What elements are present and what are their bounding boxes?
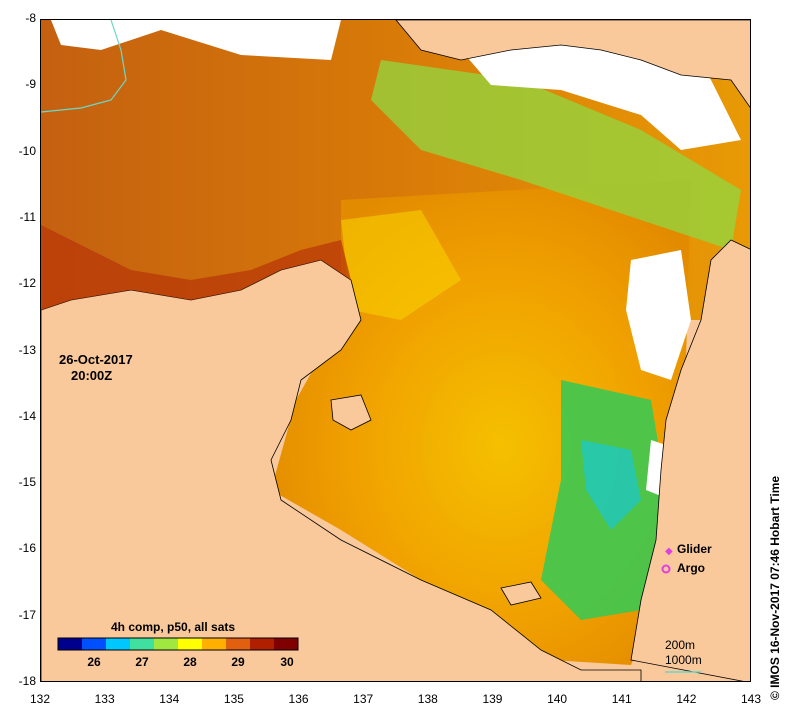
contour-label-200m: 200m bbox=[665, 638, 696, 652]
x-tick-label: 137 bbox=[353, 692, 374, 706]
west-yellow-band bbox=[341, 210, 461, 320]
glider-label: Glider bbox=[677, 542, 712, 556]
glider-marker: ◆ bbox=[665, 546, 673, 557]
cloud-patch-e bbox=[626, 250, 691, 380]
new-guinea-land bbox=[395, 20, 750, 108]
y-tick-label: -15 bbox=[18, 475, 36, 490]
x-tick-label: 142 bbox=[676, 692, 697, 706]
colorbar-swatch bbox=[274, 638, 299, 650]
colorbar-swatch bbox=[226, 638, 251, 650]
colorbar-title: 4h comp, p50, all sats bbox=[111, 620, 236, 634]
colorbar-swatch bbox=[154, 638, 179, 650]
y-tick-label: -14 bbox=[18, 408, 36, 423]
colorbar-swatch bbox=[58, 638, 83, 650]
colorbar-label-27: 27 bbox=[135, 655, 149, 669]
x-tick-label: 133 bbox=[94, 692, 115, 706]
x-tick-label: 139 bbox=[482, 692, 503, 706]
y-tick-label: -12 bbox=[18, 276, 36, 291]
colorbar-border bbox=[57, 637, 299, 651]
argo-label: Argo bbox=[677, 561, 705, 575]
y-tick-label: -18 bbox=[18, 674, 36, 688]
colorbar-label-29: 29 bbox=[231, 655, 245, 669]
x-tick-label: 140 bbox=[547, 692, 568, 706]
northern-territory-land bbox=[41, 259, 642, 681]
cloud-patch-nw bbox=[51, 20, 341, 60]
y-tick-label: -13 bbox=[18, 342, 36, 357]
colorbar-label-26: 26 bbox=[87, 655, 101, 669]
colorbar-label-28: 28 bbox=[183, 655, 197, 669]
colorbar-swatch bbox=[202, 638, 227, 650]
cape-york-land bbox=[630, 239, 750, 681]
map-date: 26-Oct-2017 bbox=[59, 352, 133, 367]
map-time: 20:00Z bbox=[71, 368, 113, 383]
credit-text: © IMOS 16-Nov-2017 07:46 Hobart Time bbox=[768, 475, 782, 700]
y-tick-label: -9 bbox=[25, 77, 36, 92]
argo-marker bbox=[661, 564, 671, 574]
x-tick-label: 138 bbox=[417, 692, 438, 706]
x-tick-label: 132 bbox=[29, 692, 51, 706]
y-tick-label: -8 bbox=[25, 11, 36, 25]
colorbar-swatch bbox=[250, 638, 275, 650]
cyan-patch bbox=[581, 440, 641, 530]
colorbar-label-30: 30 bbox=[280, 655, 294, 669]
y-tick-label: -16 bbox=[18, 541, 36, 556]
contour-200m bbox=[41, 20, 127, 113]
sst-map: ◆ bbox=[41, 20, 750, 681]
y-tick-label: -10 bbox=[18, 143, 36, 158]
y-tick-label: -17 bbox=[18, 607, 36, 622]
x-tick-label: 141 bbox=[611, 692, 632, 706]
mornington-island bbox=[500, 581, 542, 606]
x-tick-label: 143 bbox=[740, 692, 762, 706]
colorbar-swatch bbox=[82, 638, 107, 650]
colorbar bbox=[57, 637, 299, 651]
y-tick-label: -11 bbox=[19, 209, 36, 224]
x-tick-label: 135 bbox=[223, 692, 244, 706]
groote-eylandt bbox=[330, 394, 372, 431]
nt-coast-warm-strip bbox=[41, 225, 351, 310]
colorbar-swatch bbox=[178, 638, 203, 650]
colorbar-swatch bbox=[130, 638, 155, 650]
northern-green-band bbox=[371, 60, 741, 250]
contour-label-1000m: 1000m bbox=[665, 653, 702, 667]
colorbar-swatch bbox=[106, 638, 131, 650]
x-tick-label: 134 bbox=[159, 692, 180, 706]
sst-map-frame: ◆ 26-Oct-2017 20:00Z Glider Argo 4h comp… bbox=[40, 19, 751, 682]
x-tick-label: 136 bbox=[288, 692, 309, 706]
